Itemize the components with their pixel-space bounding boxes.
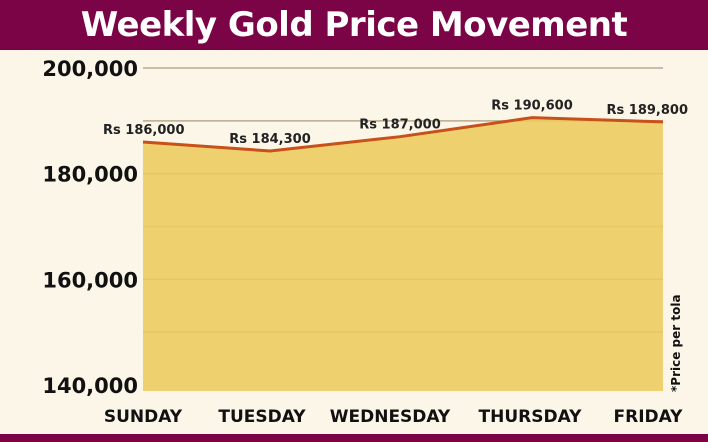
price-note: *Price per tola xyxy=(669,294,683,392)
x-tick-label: SUNDAY xyxy=(104,407,183,427)
title-bar xyxy=(0,0,708,50)
data-label: Rs 187,000 xyxy=(359,118,441,133)
y-tick-label: 180,000 xyxy=(42,163,138,187)
x-tick-label: FRIDAY xyxy=(614,407,684,427)
y-tick-label: 200,000 xyxy=(42,57,138,81)
data-label: Rs 186,000 xyxy=(103,123,185,138)
data-label: Rs 190,600 xyxy=(491,99,573,114)
bottom-bar xyxy=(0,434,708,442)
x-tick-label: WEDNESDAY xyxy=(330,407,451,427)
price-line xyxy=(142,116,664,153)
x-tick-label: THURSDAY xyxy=(479,407,583,427)
data-label: Rs 189,800 xyxy=(607,103,689,118)
y-tick-label: 160,000 xyxy=(42,268,138,292)
x-tick-label: TUESDAY xyxy=(218,407,306,427)
chart-title: Weekly Gold Price Movement xyxy=(80,5,628,45)
price-area xyxy=(143,117,663,391)
y-tick-label: 140,000 xyxy=(42,374,138,398)
data-label: Rs 184,300 xyxy=(229,132,311,147)
